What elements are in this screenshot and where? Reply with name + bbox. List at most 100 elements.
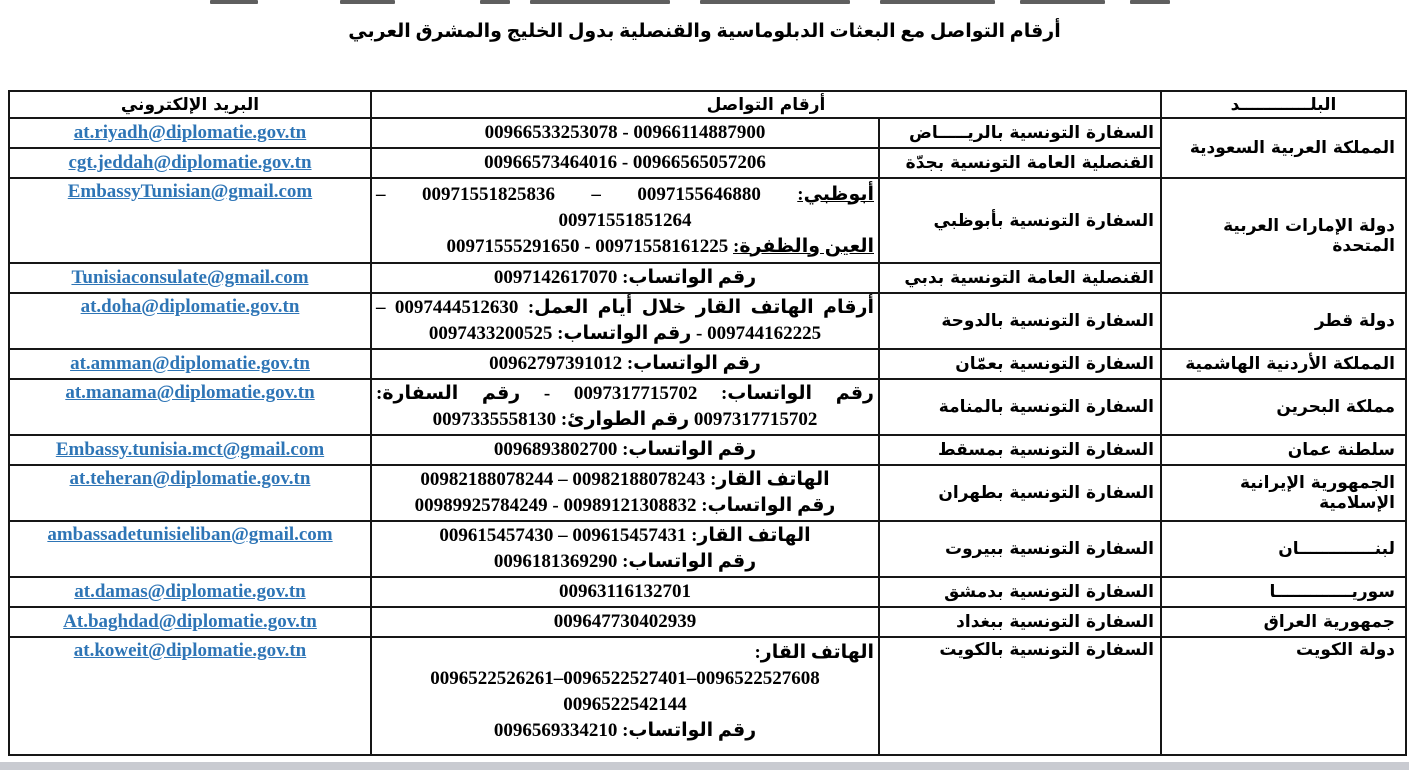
email-cell: at.doha@diplomatie.gov.tn — [8, 292, 372, 350]
phone-cell: أبوظبي: 0097155646880 – 00971551825836 –… — [370, 177, 880, 264]
country-cell: سوريـــــــــــــا — [1160, 576, 1407, 608]
email-link[interactable]: At.baghdad@diplomatie.gov.tn — [63, 611, 317, 632]
phone-line-label: العين والظفرة: — [733, 235, 874, 257]
mission-cell: القنصلية العامة التونسية بدبي — [878, 262, 1162, 294]
mission-cell: السفارة التونسية بالدوحة — [878, 292, 1162, 350]
country-cell: جمهورية العراق — [1160, 606, 1407, 638]
country-cell: المملكة العربية السعودية — [1160, 117, 1407, 179]
mission-cell: السفارة التونسية بطهران — [878, 464, 1162, 522]
mission-cell: السفارة التونسية بمسقط — [878, 434, 1162, 466]
email-link[interactable]: at.manama@diplomatie.gov.tn — [65, 382, 315, 403]
phone-line: 00971551851264 — [558, 209, 692, 231]
phone-cell: الهاتف القار: 009615457431 – 00961545743… — [370, 520, 880, 578]
country-cell: لبنـــــــــــــان — [1160, 520, 1407, 578]
email-link[interactable]: at.doha@diplomatie.gov.tn — [80, 296, 300, 317]
table-row: سوريـــــــــــــا السفارة التونسية بدمش… — [8, 576, 1407, 608]
header-country: البلــــــــــــد — [1160, 90, 1407, 119]
phone-line: 009744162225 - رقم الواتساب: 00974332005… — [428, 323, 822, 344]
mission-cell: السفارة التونسية بأبوظبي — [878, 177, 1162, 264]
header-email: البريد الإلكتروني — [8, 90, 372, 119]
email-cell: EmbassyTunisian@gmail.com — [8, 177, 372, 264]
phone-cell: 009647730402939 — [370, 606, 880, 638]
country-cell: دولة الكويت — [1160, 636, 1407, 756]
phone-line: رقم الواتساب: 00989121308832 - 009899257… — [414, 495, 836, 516]
phone-cell: أرقام الهاتف القار خلال أيام العمل: 0097… — [370, 292, 880, 350]
phone-line: 0096522526261–0096522527401–009652252760… — [430, 668, 820, 689]
page-title: أرقام التواصل مع البعثات الدبلوماسية وال… — [348, 21, 1061, 42]
phone-line: رقم الواتساب: 00962797391012 — [489, 353, 761, 374]
table-row: لبنـــــــــــــان السفارة التونسية ببير… — [8, 520, 1407, 578]
phone-line: رقم الواتساب: 0096569334210 — [493, 720, 757, 741]
email-link[interactable]: at.amman@diplomatie.gov.tn — [70, 353, 310, 374]
phone-line: 0097317715702 رقم الطوارئ: 0097335558130 — [432, 409, 818, 430]
email-link[interactable]: at.damas@diplomatie.gov.tn — [74, 581, 306, 602]
mission-cell: السفارة التونسية بالمنامة — [878, 378, 1162, 436]
phone-cell: 00966533253078 - 00966114887900 — [370, 117, 880, 149]
email-link[interactable]: ambassadetunisieliban@gmail.com — [47, 524, 333, 545]
email-cell: at.teheran@diplomatie.gov.tn — [8, 464, 372, 522]
email-cell: Embassy.tunisia.mct@gmail.com — [8, 434, 372, 466]
country-cell: دولة الإمارات العربية المتحدة — [1160, 177, 1407, 294]
phone-line: رقم الواتساب: 0097317715702 - رقم السفار… — [376, 383, 874, 404]
table-row: الجمهورية الإيرانية الإسلامية السفارة ال… — [8, 464, 1407, 522]
table-row: القنصلية العامة التونسية بدبي رقم الواتس… — [8, 262, 1406, 294]
phone-line: الهاتف القار: 00982188078243 – 009821880… — [420, 469, 830, 490]
email-link[interactable]: Tunisiaconsulate@gmail.com — [71, 267, 309, 288]
mission-cell: السفارة التونسية بالكويت — [878, 636, 1162, 756]
email-cell: cgt.jeddah@diplomatie.gov.tn — [8, 147, 372, 179]
phone-cell: رقم الواتساب: 0097142617070 — [370, 262, 880, 294]
table-row: دولة الكويت السفارة التونسية بالكويت اله… — [8, 636, 1407, 756]
email-link[interactable]: EmbassyTunisian@gmail.com — [67, 181, 313, 202]
phone-line: الهاتف القار: 009615457431 – 00961545743… — [439, 525, 811, 546]
email-link[interactable]: at.teheran@diplomatie.gov.tn — [69, 468, 311, 489]
mission-cell: القنصلية العامة التونسية بجدّة — [878, 147, 1162, 179]
table-row: دولة قطر السفارة التونسية بالدوحة أرقام … — [8, 292, 1407, 350]
phone-cell: رقم الواتساب: 00962797391012 — [370, 348, 880, 380]
phone-cell: 00966573464016 - 00966565057206 — [370, 147, 880, 179]
table-row: سلطنة عمان السفارة التونسية بمسقط رقم ال… — [8, 434, 1407, 466]
email-cell: at.manama@diplomatie.gov.tn — [8, 378, 372, 436]
table-row: المملكة الأردنية الهاشمية السفارة التونس… — [8, 348, 1407, 380]
phone-line: 00966533253078 - 00966114887900 — [484, 122, 766, 143]
table-row: دولة الإمارات العربية المتحدة السفارة ال… — [8, 177, 1407, 294]
phone-line: الهاتف القار: — [754, 642, 874, 663]
email-cell: At.baghdad@diplomatie.gov.tn — [8, 606, 372, 638]
phone-line: 00966573464016 - 00966565057206 — [484, 152, 766, 173]
email-cell: at.koweit@diplomatie.gov.tn — [8, 636, 372, 756]
country-cell: مملكة البحرين — [1160, 378, 1407, 436]
email-link[interactable]: at.koweit@diplomatie.gov.tn — [73, 640, 307, 661]
phone-cell: الهاتف القار: 00982188078243 – 009821880… — [370, 464, 880, 522]
phone-cell: 00963116132701 — [370, 576, 880, 608]
country-cell: المملكة الأردنية الهاشمية — [1160, 348, 1407, 380]
table-row: مملكة البحرين السفارة التونسية بالمنامة … — [8, 378, 1407, 436]
phone-cell: الهاتف القار: 0096522526261–009652252740… — [370, 636, 880, 756]
phone-line: أرقام الهاتف القار خلال أيام العمل: 0097… — [376, 297, 875, 318]
phone-line: 009647730402939 — [553, 611, 697, 632]
phone-line-label: أبوظبي: — [797, 183, 875, 205]
table-row: جمهورية العراق السفارة التونسية ببغداد 0… — [8, 606, 1407, 638]
phone-line: العين والظفرة: 00971558161225 - 00971555… — [446, 235, 874, 257]
phone-line: أبوظبي: 0097155646880 – 00971551825836 – — [376, 183, 875, 205]
email-link[interactable]: Embassy.tunisia.mct@gmail.com — [55, 439, 325, 460]
email-link[interactable]: cgt.jeddah@diplomatie.gov.tn — [68, 152, 312, 173]
mission-cell: السفارة التونسية بالريـــــاض — [878, 117, 1162, 149]
scan-top-artifact — [0, 0, 1409, 6]
contacts-table: البلــــــــــــد أرقام التواصل البريد ا… — [8, 90, 1407, 756]
email-cell: ambassadetunisieliban@gmail.com — [8, 520, 372, 578]
mission-cell: السفارة التونسية ببغداد — [878, 606, 1162, 638]
table-row: المملكة العربية السعودية السفارة التونسي… — [8, 117, 1407, 179]
table-row: القنصلية العامة التونسية بجدّة 009665734… — [8, 147, 1406, 179]
email-link[interactable]: at.riyadh@diplomatie.gov.tn — [73, 122, 307, 143]
phone-cell: رقم الواتساب: 0097317715702 - رقم السفار… — [370, 378, 880, 436]
email-cell: Tunisiaconsulate@gmail.com — [8, 262, 372, 294]
mission-cell: السفارة التونسية ببيروت — [878, 520, 1162, 578]
mission-cell: السفارة التونسية بعمّان — [878, 348, 1162, 380]
email-cell: at.damas@diplomatie.gov.tn — [8, 576, 372, 608]
header-contact-numbers: أرقام التواصل — [370, 90, 1162, 119]
email-cell: at.riyadh@diplomatie.gov.tn — [8, 117, 372, 149]
country-cell: الجمهورية الإيرانية الإسلامية — [1160, 464, 1407, 522]
phone-line: 00963116132701 — [559, 581, 691, 602]
country-cell: دولة قطر — [1160, 292, 1407, 350]
mission-cell: السفارة التونسية بدمشق — [878, 576, 1162, 608]
phone-cell: رقم الواتساب: 0096893802700 — [370, 434, 880, 466]
